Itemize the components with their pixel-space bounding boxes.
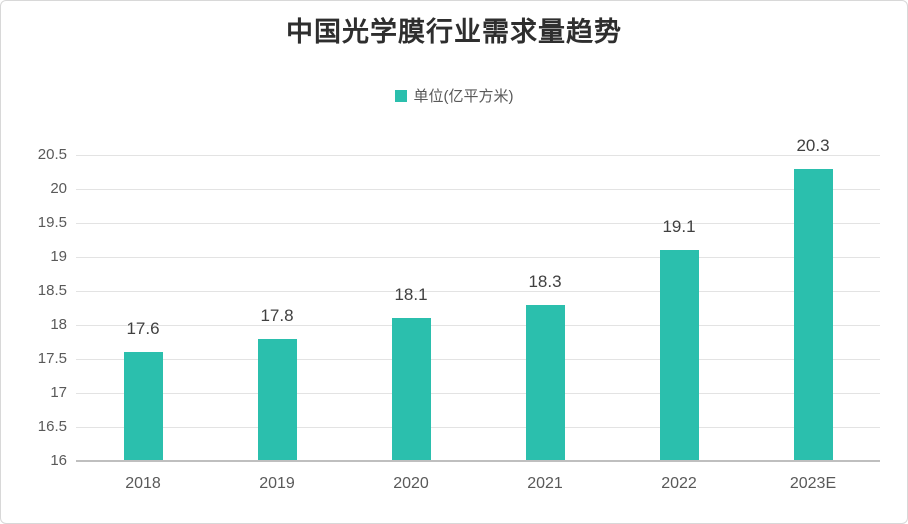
bar xyxy=(124,352,163,460)
gridline xyxy=(76,223,880,224)
legend-label: 单位(亿平方米) xyxy=(413,88,514,105)
bar xyxy=(794,169,833,460)
legend-marker-icon xyxy=(394,89,407,102)
gridline xyxy=(76,155,880,156)
y-axis-tick-label: 16.5 xyxy=(37,418,67,435)
bar-value-label: 18.3 xyxy=(528,272,562,291)
bar-value-label: 20.3 xyxy=(796,136,830,155)
bar-value-label: 19.1 xyxy=(662,217,696,236)
bar-value-label: 17.6 xyxy=(126,319,160,338)
y-axis-tick-label: 17.5 xyxy=(37,350,67,367)
bar xyxy=(258,339,297,460)
gridline xyxy=(76,189,880,190)
chart-title: 中国光学膜行业需求量趋势 xyxy=(286,17,622,47)
bar xyxy=(392,318,431,460)
legend: 单位(亿平方米) xyxy=(1,85,907,106)
gridline xyxy=(76,291,880,292)
y-axis-tick-label: 18 xyxy=(50,316,67,333)
gridline xyxy=(76,257,880,258)
bar xyxy=(660,250,699,460)
x-axis-tick-label: 2018 xyxy=(125,475,161,492)
y-axis-tick-label: 20 xyxy=(50,180,67,197)
x-axis-tick-label: 2019 xyxy=(259,475,295,492)
y-axis-tick-label: 19 xyxy=(50,248,67,265)
x-axis-tick-label: 2023E xyxy=(789,475,837,492)
gridline xyxy=(76,393,880,394)
y-axis-tick-label: 18.5 xyxy=(37,282,67,299)
x-axis-tick-label: 2021 xyxy=(527,475,563,492)
y-axis-tick-label: 17 xyxy=(50,384,67,401)
y-axis-tick-label: 16 xyxy=(50,452,67,469)
bar-value-label: 17.8 xyxy=(260,306,294,325)
y-axis-tick-label: 19.5 xyxy=(37,214,67,231)
gridline xyxy=(76,325,880,326)
x-axis-line xyxy=(76,460,880,462)
gridline xyxy=(76,427,880,428)
x-axis-tick-label: 2022 xyxy=(661,475,697,492)
y-axis-tick-label: 20.5 xyxy=(37,146,67,163)
bar-value-label: 18.1 xyxy=(394,285,428,304)
bar xyxy=(526,305,565,460)
gridline xyxy=(76,359,880,360)
x-axis-tick-label: 2020 xyxy=(393,475,429,492)
